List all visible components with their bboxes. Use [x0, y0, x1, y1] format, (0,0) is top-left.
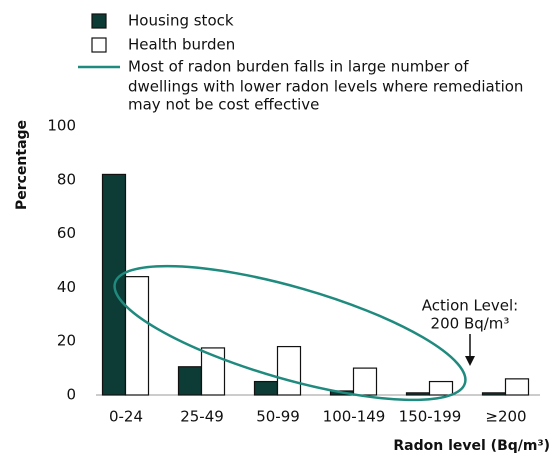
x-tick-label: 150-199 — [399, 408, 462, 426]
bar — [253, 380, 279, 396]
arrow-head — [465, 356, 475, 366]
x-tick-label: ≥200 — [485, 408, 526, 426]
x-tick-label: 50-99 — [256, 408, 300, 426]
bar — [481, 392, 507, 396]
y-tick-label: 100 — [47, 117, 76, 135]
annotation: Action Level: — [422, 297, 518, 315]
bar — [428, 380, 454, 396]
x-tick-label: 0-24 — [109, 408, 143, 426]
annotation: 200 Bq/m³ — [431, 315, 510, 333]
x-tick-label: 100-149 — [323, 408, 386, 426]
y-axis-label: Percentage — [14, 120, 30, 210]
legend-label: Health burden — [128, 36, 235, 54]
x-tick-label: 25-49 — [180, 408, 224, 426]
legend-note: dwellings with lower radon levels where … — [128, 78, 523, 96]
legend-swatch — [91, 37, 107, 53]
bar — [352, 367, 378, 396]
bar — [504, 378, 530, 396]
y-tick-label: 80 — [57, 170, 76, 188]
legend-label: Housing stock — [128, 12, 234, 30]
y-tick-label: 20 — [57, 332, 76, 350]
legend-note: may not be cost effective — [128, 96, 319, 114]
highlight-ellipse — [113, 264, 467, 402]
bar — [177, 366, 203, 396]
bar — [276, 345, 302, 396]
bar — [405, 392, 431, 396]
y-tick-label: 0 — [66, 386, 76, 404]
y-tick-label: 60 — [57, 224, 76, 242]
bar — [124, 276, 150, 396]
x-axis-label: Radon level (Bq/m³) — [393, 438, 550, 454]
bar — [200, 347, 226, 396]
legend-note: Most of radon burden falls in large numb… — [128, 58, 469, 76]
legend-swatch — [91, 13, 107, 29]
y-tick-label: 40 — [57, 278, 76, 296]
